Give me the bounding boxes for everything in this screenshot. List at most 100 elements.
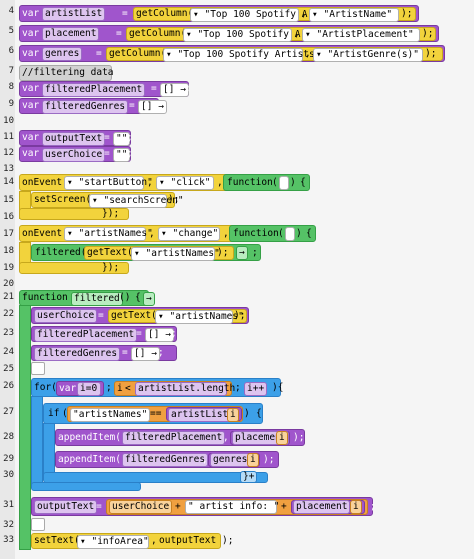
var-name-userchoice[interactable]: userChoice [42,148,106,162]
var-block-outputtext[interactable]: var outputText = "" ; [19,130,133,146]
element-id-dropdown[interactable]: ▾ "startButton" [64,176,153,190]
assign-filteredgenres-block[interactable]: filteredGenres = [] → ; [31,345,177,361]
onevent-startbutton-header[interactable]: onEvent( ▾ "startButton" , ▾ "click" , f… [19,174,310,191]
empty-array[interactable]: [] → [160,83,189,97]
screen-id-dropdown[interactable]: ▾ "searchScreen" [89,194,184,208]
column-dropdown[interactable]: ▾ "ArtistGenre(s)" [313,48,423,62]
element-id-dropdown[interactable]: ▾ "artistNames" [155,310,244,324]
equals-op: == [150,408,162,419]
column-dropdown[interactable]: ▾ "ArtistPlacement" [302,28,420,42]
increment[interactable]: i++ [244,382,268,396]
element-id-dropdown[interactable]: ▾ "infoArea" [77,535,149,549]
array-access[interactable]: artistList i [166,407,242,422]
setscreen-block[interactable]: setScreen( ▾ "searchScreen" ); [31,192,184,208]
var-block-filteredgenres[interactable]: var filteredGenres = [] → ; [19,98,168,114]
index-slot[interactable]: i [276,431,288,445]
getcolumn-block[interactable]: getColumn( ▾ "Top 100 Spotify Artists" ,… [126,27,436,42]
array-length[interactable]: artistList.length [135,382,235,396]
filtered-call-block[interactable]: filtered( getText( ▾ "artistNames" ); → … [31,244,261,261]
empty-array[interactable]: [] → [138,100,167,114]
empty-string[interactable]: "" [113,148,131,162]
table-dropdown[interactable]: ▾ "Top 100 Spotify Artists" [183,28,340,42]
array-access[interactable]: genres i [208,453,260,467]
line-number: 30 [3,470,14,480]
empty-string[interactable]: "" [113,132,131,146]
index-slot[interactable]: i [350,500,362,514]
settext-block[interactable]: setText( ▾ "infoArea" , outputText ); [31,533,233,549]
assign-userchoice-block[interactable]: userChoice = getText( ▾ "artistNames" ); [31,307,249,324]
arrow-icon[interactable]: → [143,292,155,306]
empty-array[interactable]: [] → [131,347,160,361]
onevent-artistnames-header[interactable]: onEvent( ▾ "artistNames" , ▾ "change" , … [19,225,316,242]
function-block[interactable]: function ( ) { [223,174,310,191]
assign-filteredplacement-block[interactable]: filteredPlacement = [] → ; [31,326,177,342]
var-name-outputtext[interactable]: outputText [42,132,106,146]
appenditem-placement-block[interactable]: appendItem( filteredPlacement , placemen… [55,429,305,446]
var-name-placement[interactable]: placement [42,27,100,41]
array-access[interactable]: placement i [230,431,290,445]
var-name-filteredplacement[interactable]: filteredPlacement [34,328,138,342]
function-name-filtered[interactable]: filtered [71,292,123,306]
if-block-header[interactable]: if ( "artistNames" == artistList i ) { [43,403,263,424]
var-name-filteredplacement[interactable]: filteredPlacement [122,431,226,445]
for-loop-header[interactable]: for( var i=0 ; i < artistList.length ; i… [31,378,283,397]
var-block-placement[interactable]: var placement = getColumn( ▾ "Top 100 Sp… [19,25,439,42]
element-id-dropdown[interactable]: ▾ "artistNames" [131,247,220,261]
var-name-placement[interactable]: placement [232,431,290,445]
array-access[interactable]: placement i [291,500,365,514]
var-name-userchoice[interactable]: userChoice [34,309,98,323]
for-condition-block[interactable]: i < artistList.length [114,381,235,396]
var-name-filteredgenres[interactable]: filteredGenres [122,453,209,467]
line-number: 10 [3,116,14,126]
appenditem-genres-block[interactable]: appendItem( filteredGenres , genres i ); [55,451,279,468]
function-filtered-header[interactable]: function filtered () { → [19,290,155,306]
index-slot[interactable]: i [227,408,239,422]
gettext-block[interactable]: getText( ▾ "artistNames" ); [108,309,247,324]
var-block-genres[interactable]: var genres = getColumn( ▾ "Top 100 Spoti… [19,45,445,62]
function-block[interactable]: function ( ) { [229,225,316,242]
var-name-filteredgenres[interactable]: filteredGenres [42,100,129,114]
event-type-dropdown[interactable]: ▾ "change" [158,227,220,241]
event-type-dropdown[interactable]: ▾ "click" [156,176,214,190]
var-name-outputtext[interactable]: outputText [34,500,98,514]
comma: , [305,48,311,59]
close-block: }); [102,208,120,219]
var-block-artistlist[interactable]: var artistList = getColumn( ▾ "Top 100 S… [19,5,419,22]
params-slot[interactable] [285,227,295,241]
var-name-artistlist[interactable]: artistList [168,408,232,422]
assign-op: = [96,48,102,59]
arrow-icon[interactable]: → [236,246,248,260]
assign-outputtext-block[interactable]: outputText = userChoice + " artist info:… [31,497,376,516]
var-name-artistlist[interactable]: artistList [42,7,106,21]
collapse-toggle[interactable]: }+ [240,471,258,483]
var-name-filteredplacement[interactable]: filteredPlacement [42,83,146,97]
var-block-userchoice[interactable]: var userChoice = "" ; [19,146,133,162]
getcolumn-block[interactable]: getColumn( ▾ "Top 100 Spotify Artists" ,… [106,47,443,62]
index-slot[interactable]: i [247,453,259,467]
string-literal[interactable]: " artist info: " [185,500,280,514]
string-literal[interactable]: "artistNames" [70,408,151,422]
if-condition-block[interactable]: "artistNames" == artistList i [67,406,243,422]
params-slot[interactable] [279,176,289,190]
empty-array[interactable]: [] → [145,328,174,342]
table-dropdown[interactable]: ▾ "Top 100 Spotify Artists" [190,8,347,22]
assign-op: = [104,148,110,159]
var-name-filteredgenres[interactable]: filteredGenres [34,347,121,361]
gettext-block[interactable]: getText( ▾ "artistNames" ); [84,246,234,261]
var-name-genres[interactable]: genres [42,47,83,61]
column-dropdown[interactable]: ▾ "ArtistName" [309,8,399,22]
concat-block[interactable]: userChoice + " artist info: " + placemen… [106,499,368,515]
var-name-genres[interactable]: genres [210,453,251,467]
var-block-filteredplacement[interactable]: var filteredPlacement = [] → ; [19,81,191,97]
comment-block[interactable]: //filtering data [19,65,114,81]
for-init-block[interactable]: var i=0 [56,381,104,396]
var-name-userchoice[interactable]: userChoice [109,500,173,514]
line-number: 15 [3,195,14,205]
function-filtered-spine [19,305,31,550]
element-id-dropdown[interactable]: ▾ "artistNames" [64,227,153,241]
assign-op: = [151,83,157,94]
loop-var[interactable]: i=0 [77,382,101,396]
getcolumn-block[interactable]: getColumn( ▾ "Top 100 Spotify Artists" ,… [133,7,416,22]
var-name-placement[interactable]: placement [293,500,351,514]
table-dropdown[interactable]: ▾ "Top 100 Spotify Artists" [163,48,320,62]
